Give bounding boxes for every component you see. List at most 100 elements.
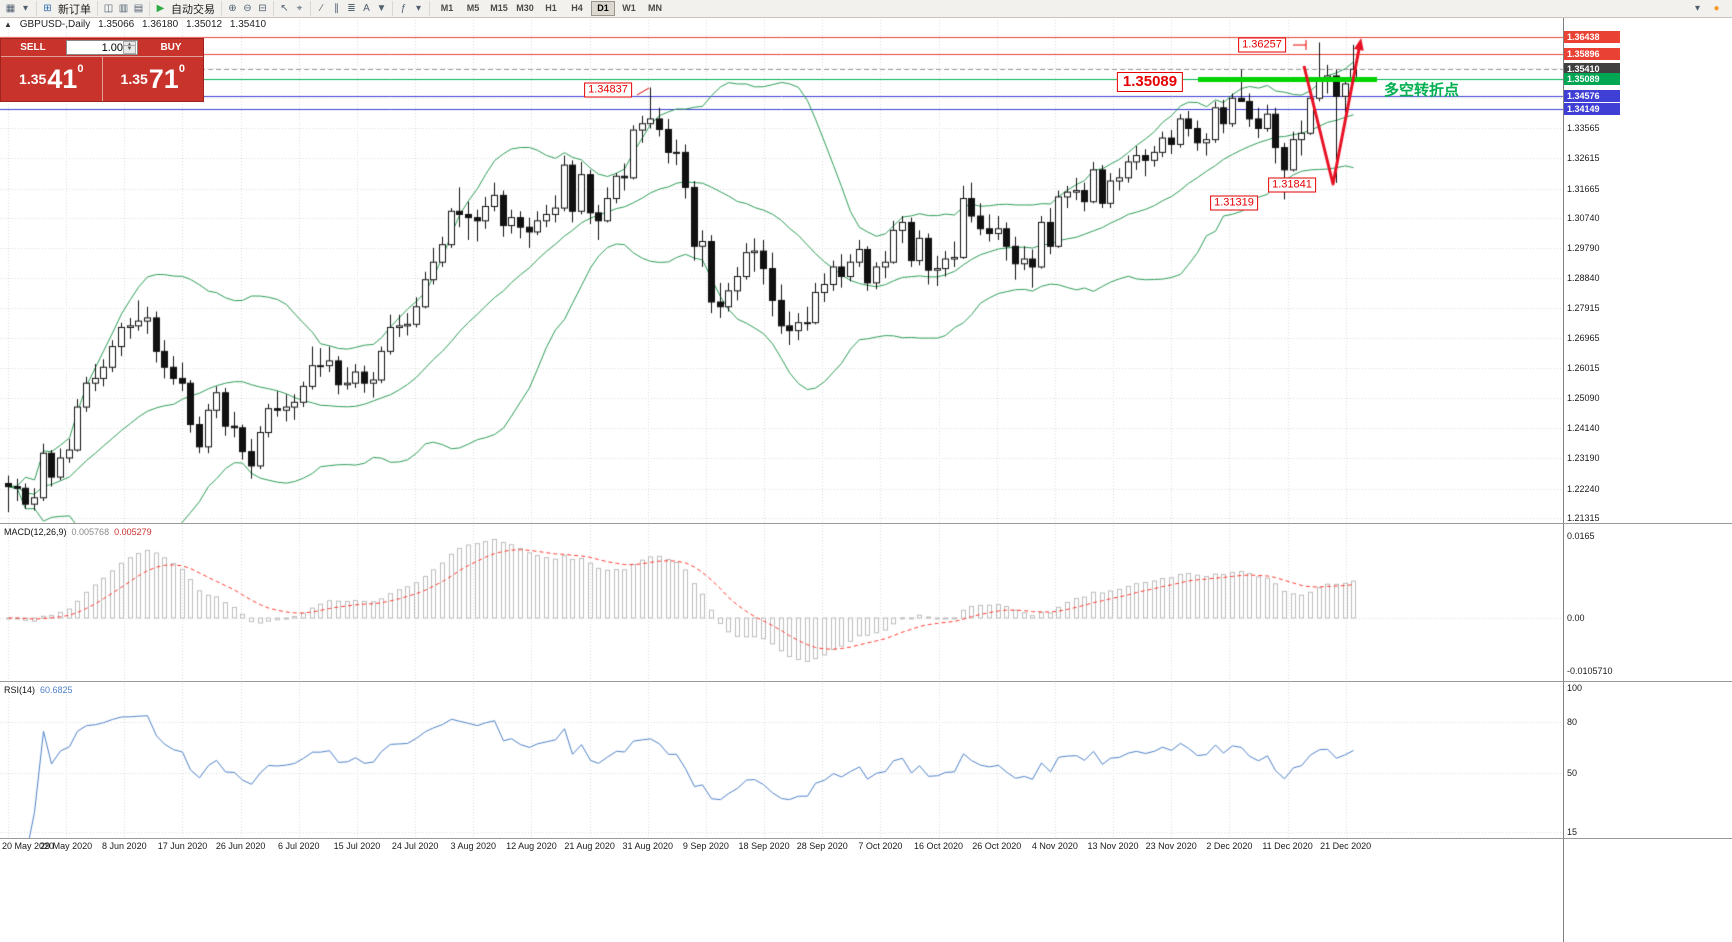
ohlc-high: 1.36180	[142, 19, 179, 30]
timeframe-button-h1[interactable]: H1	[545, 3, 557, 13]
time-axis-label: 16 Oct 2020	[914, 841, 964, 851]
price-annotation-label: 1.34837	[584, 82, 632, 98]
price-tag: 1.35089	[1564, 73, 1620, 86]
macd-label: MACD(12,26,9) 0.005768 0.005279	[4, 527, 152, 537]
price-annotation-label: 1.36257	[1238, 37, 1286, 53]
time-axis-label: 12 Aug 2020	[506, 841, 557, 851]
volume-input[interactable]: 1.00 ▲ ▼	[66, 40, 138, 55]
ohlc-close: 1.35410	[229, 19, 267, 30]
timeframe-button-h4[interactable]: H4	[571, 3, 583, 13]
rsi-name: RSI(14)	[4, 685, 36, 695]
new-order-label[interactable]: 新订单	[58, 3, 91, 16]
sell-price-main: 1.35	[19, 71, 47, 87]
toolbar-button-groups: ▦ ▾ ⊞ 新订单 ◫ ▥ ▤ ▶ 自动交易 ⊕ ⊖ ⊟ ↖ ⌖ ∕ ∥ ≣ A ▼ ƒ ▾	[0, 1, 430, 16]
indicators-caret-icon[interactable]: ▾	[415, 2, 422, 14]
time-axis-label: 13 Nov 2020	[1087, 841, 1139, 851]
rsi-axis-label: 100	[1567, 683, 1583, 693]
time-axis-label: 4 Nov 2020	[1031, 841, 1078, 851]
timeframe-button-m1[interactable]: M1	[440, 3, 454, 13]
sell-button[interactable]: SELL	[20, 42, 46, 53]
volume-value: 1.00	[101, 41, 123, 54]
ohlc-low: 1.35012	[185, 19, 223, 30]
price-tag: 1.34149	[1564, 103, 1620, 116]
price-axis-label: 1.32615	[1567, 153, 1600, 164]
macd-signal-value: 0.005279	[114, 527, 152, 537]
buy-button[interactable]: BUY	[160, 42, 182, 53]
macd-name: MACD(12,26,9)	[4, 527, 67, 537]
toolbar-group: ƒ ▾	[393, 1, 430, 16]
time-axis-label: 21 Aug 2020	[564, 841, 615, 851]
macd-splitter[interactable]	[0, 523, 1732, 524]
one-click-header: SELL 1.00 ▲ ▼ BUY	[1, 39, 203, 56]
price-axis-label: 1.28840	[1567, 273, 1600, 284]
price-annotation-label: 1.31841	[1268, 177, 1316, 193]
auto-trading-label[interactable]: 自动交易	[171, 3, 215, 16]
time-axis-label: 3 Aug 2020	[450, 841, 497, 851]
timeframe-button-mn[interactable]: MN	[648, 3, 662, 13]
arrows-icon[interactable]: ▼	[376, 2, 387, 14]
trendline-icon[interactable]: ∕	[320, 2, 323, 14]
community-icon[interactable]: ●	[1713, 2, 1720, 14]
time-axis-label: 26 Oct 2020	[972, 841, 1022, 851]
buy-price-button[interactable]: 1.35 71 0	[103, 57, 204, 101]
rsi-indicator-canvas[interactable]	[0, 683, 1563, 838]
text-icon[interactable]: A	[363, 2, 370, 14]
rsi-axis-label: 80	[1567, 716, 1578, 727]
timeframe-button-d1[interactable]: D1	[591, 1, 615, 16]
terminal-icon[interactable]: ▤	[133, 2, 144, 14]
price-tag: 1.35896	[1564, 47, 1620, 60]
price-tag: 1.35410	[1564, 63, 1620, 76]
macd-axis-label: 0.0165	[1567, 530, 1595, 541]
buy-price-point: 0	[178, 63, 185, 75]
time-axis-label: 26 Jun 2020	[215, 841, 266, 851]
crosshair-icon[interactable]: ⌖	[296, 2, 303, 14]
new-chart-icon[interactable]: ▦	[5, 2, 16, 14]
toolbar-right-icons: ▾ ●	[1690, 2, 1732, 16]
toolbar-group: ∕ ∥ ≣ A ▼	[311, 1, 393, 16]
toolbar-group: ⊞ 新订单	[37, 1, 98, 16]
volume-down-button[interactable]: ▼	[123, 45, 136, 54]
tile-windows-icon[interactable]: ⊟	[258, 2, 267, 14]
buy-price-pips: 71	[148, 64, 179, 94]
timeframe-button-m30[interactable]: M30	[516, 3, 534, 13]
price-tag: 1.36438	[1564, 30, 1620, 43]
chart-header: ▲ GBPUSD-,Daily 1.35066 1.36180 1.35012 …	[4, 19, 271, 30]
zoom-out-icon[interactable]: ⊖	[243, 2, 252, 14]
data-window-icon[interactable]: ▥	[118, 2, 129, 14]
time-axis-label: 20 May 2020	[2, 841, 55, 851]
time-axis-label: 7 Oct 2020	[858, 841, 903, 851]
chart-profiles-icon[interactable]: ◫	[103, 2, 114, 14]
time-axis-label: 8 Jun 2020	[102, 841, 147, 851]
sell-price-button[interactable]: 1.35 41 0	[1, 57, 103, 101]
price-axis-label: 1.26965	[1567, 333, 1600, 344]
timeframe-button-w1[interactable]: W1	[622, 3, 636, 13]
macd-indicator-canvas[interactable]	[0, 525, 1563, 681]
toolbar-options-icon[interactable]: ▾	[1694, 2, 1701, 14]
new-chart-caret-icon[interactable]: ▾	[22, 2, 29, 14]
zoom-in-icon[interactable]: ⊕	[228, 2, 237, 14]
cursor-icon[interactable]: ↖	[280, 2, 289, 14]
timeframe-button-m5[interactable]: M5	[466, 3, 480, 13]
rsi-label: RSI(14) 60.6825	[4, 685, 73, 695]
channel-icon[interactable]: ∥	[334, 2, 339, 14]
rsi-axis-label: 15	[1567, 826, 1578, 837]
time-axis-label: 6 Jul 2020	[278, 841, 320, 851]
price-annotation-label: 1.31319	[1210, 195, 1258, 211]
toolbar-group: ◫ ▥ ▤	[98, 1, 150, 16]
price-chart-canvas[interactable]	[0, 17, 1563, 523]
fibonacci-icon[interactable]: ≣	[347, 2, 356, 14]
toolbar-group: ▶ 自动交易	[150, 1, 222, 16]
main-toolbar: ▦ ▾ ⊞ 新订单 ◫ ▥ ▤ ▶ 自动交易 ⊕ ⊖ ⊟ ↖ ⌖ ∕ ∥ ≣ A ▼ ƒ ▾ M1 M5 M15 M30 H1 H…	[0, 0, 1732, 18]
price-annotation-label: 1.35089	[1116, 72, 1184, 92]
one-click-collapse-icon[interactable]: ▲	[4, 20, 12, 29]
rsi-splitter[interactable]	[0, 681, 1732, 682]
price-axis-label: 1.25090	[1567, 392, 1600, 403]
indicators-icon[interactable]: ƒ	[400, 2, 407, 14]
time-axis-label: 17 Jun 2020	[157, 841, 208, 851]
price-axis-label: 1.29790	[1567, 243, 1600, 254]
price-axis-label: 1.22240	[1567, 483, 1600, 494]
auto-trading-icon[interactable]: ▶	[156, 2, 165, 14]
new-order-icon[interactable]: ⊞	[43, 2, 52, 14]
timeframe-button-m15[interactable]: M15	[490, 3, 508, 13]
price-axis[interactable]	[1563, 17, 1732, 942]
